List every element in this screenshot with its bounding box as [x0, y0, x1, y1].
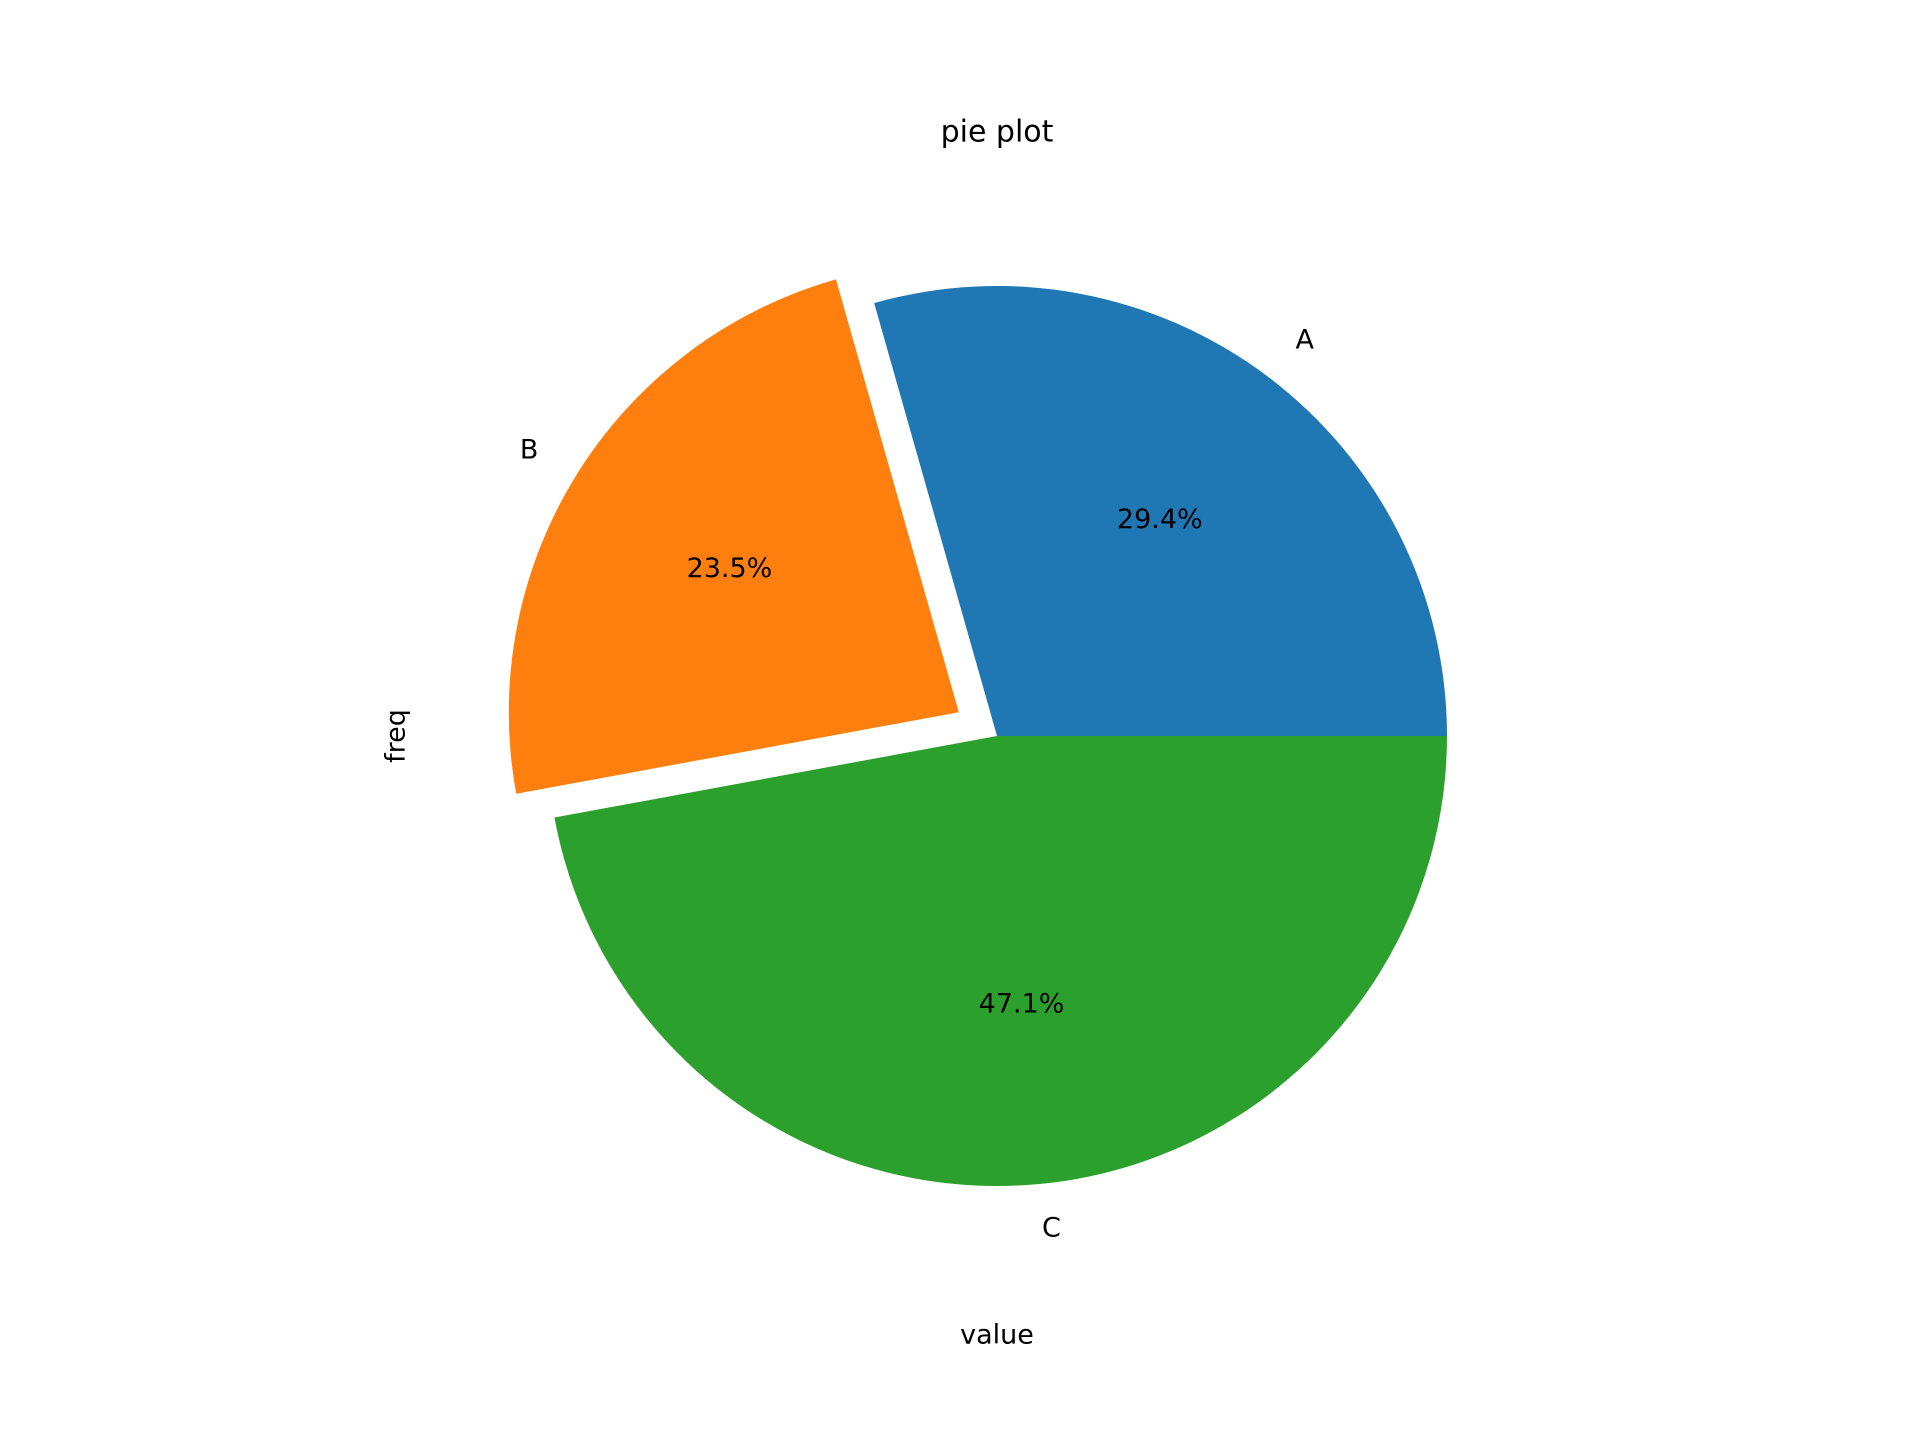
pie-wedge: [874, 285, 1447, 736]
category-label: C: [1042, 1212, 1061, 1243]
category-label: A: [1295, 325, 1314, 356]
value-label: 47.1%: [979, 988, 1065, 1019]
x-axis-label: value: [960, 1320, 1034, 1351]
category-label: B: [520, 434, 539, 465]
y-axis-label: freq: [381, 709, 412, 763]
chart-title: pie plot: [941, 115, 1054, 150]
value-label: 29.4%: [1117, 504, 1203, 535]
value-label: 23.5%: [687, 553, 773, 584]
pie-wedge: [554, 736, 1447, 1187]
pie-wedge: [508, 279, 959, 794]
